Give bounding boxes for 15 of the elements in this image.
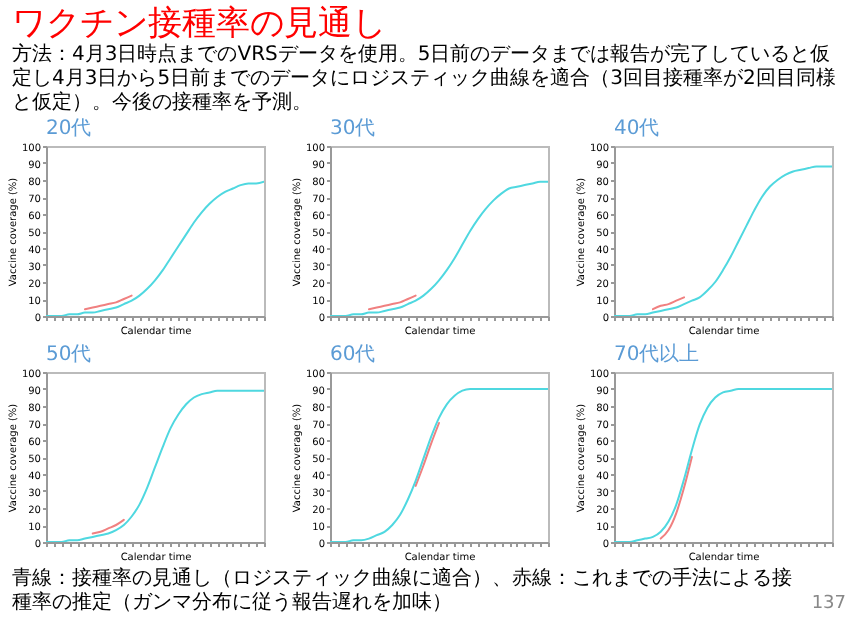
text: 137 [811, 592, 846, 616]
line-series [91, 518, 125, 535]
chart-title: 60代 [330, 344, 376, 366]
text: 青線：接種率の見通し（ロジスティック曲線に適合）、赤線：これまでの手法による接種率の推定（ガンマ分布に従う報告遅れを加味） [12, 568, 794, 616]
chart-title: 20代 [46, 118, 92, 140]
chart-title: 40代 [614, 118, 660, 140]
chart-title: 50代 [46, 344, 92, 366]
line-series [659, 456, 693, 540]
line-series [367, 294, 417, 311]
chart-title: 70代以上 [614, 342, 700, 366]
line-series [414, 422, 440, 487]
chart-title: 30代 [330, 118, 376, 140]
text: ワクチン接種率の見通し [12, 4, 388, 44]
text: 方法：4月3日時点までのVRSデータを使用。5日前のデータまでは報告が完了していると仮定し4月3日から5日前までのデータにロジスティック曲線を適合（3回目接種率が2回目同様と仮定）。今後の接種率を予測。 [12, 44, 838, 116]
line-series [83, 294, 133, 311]
